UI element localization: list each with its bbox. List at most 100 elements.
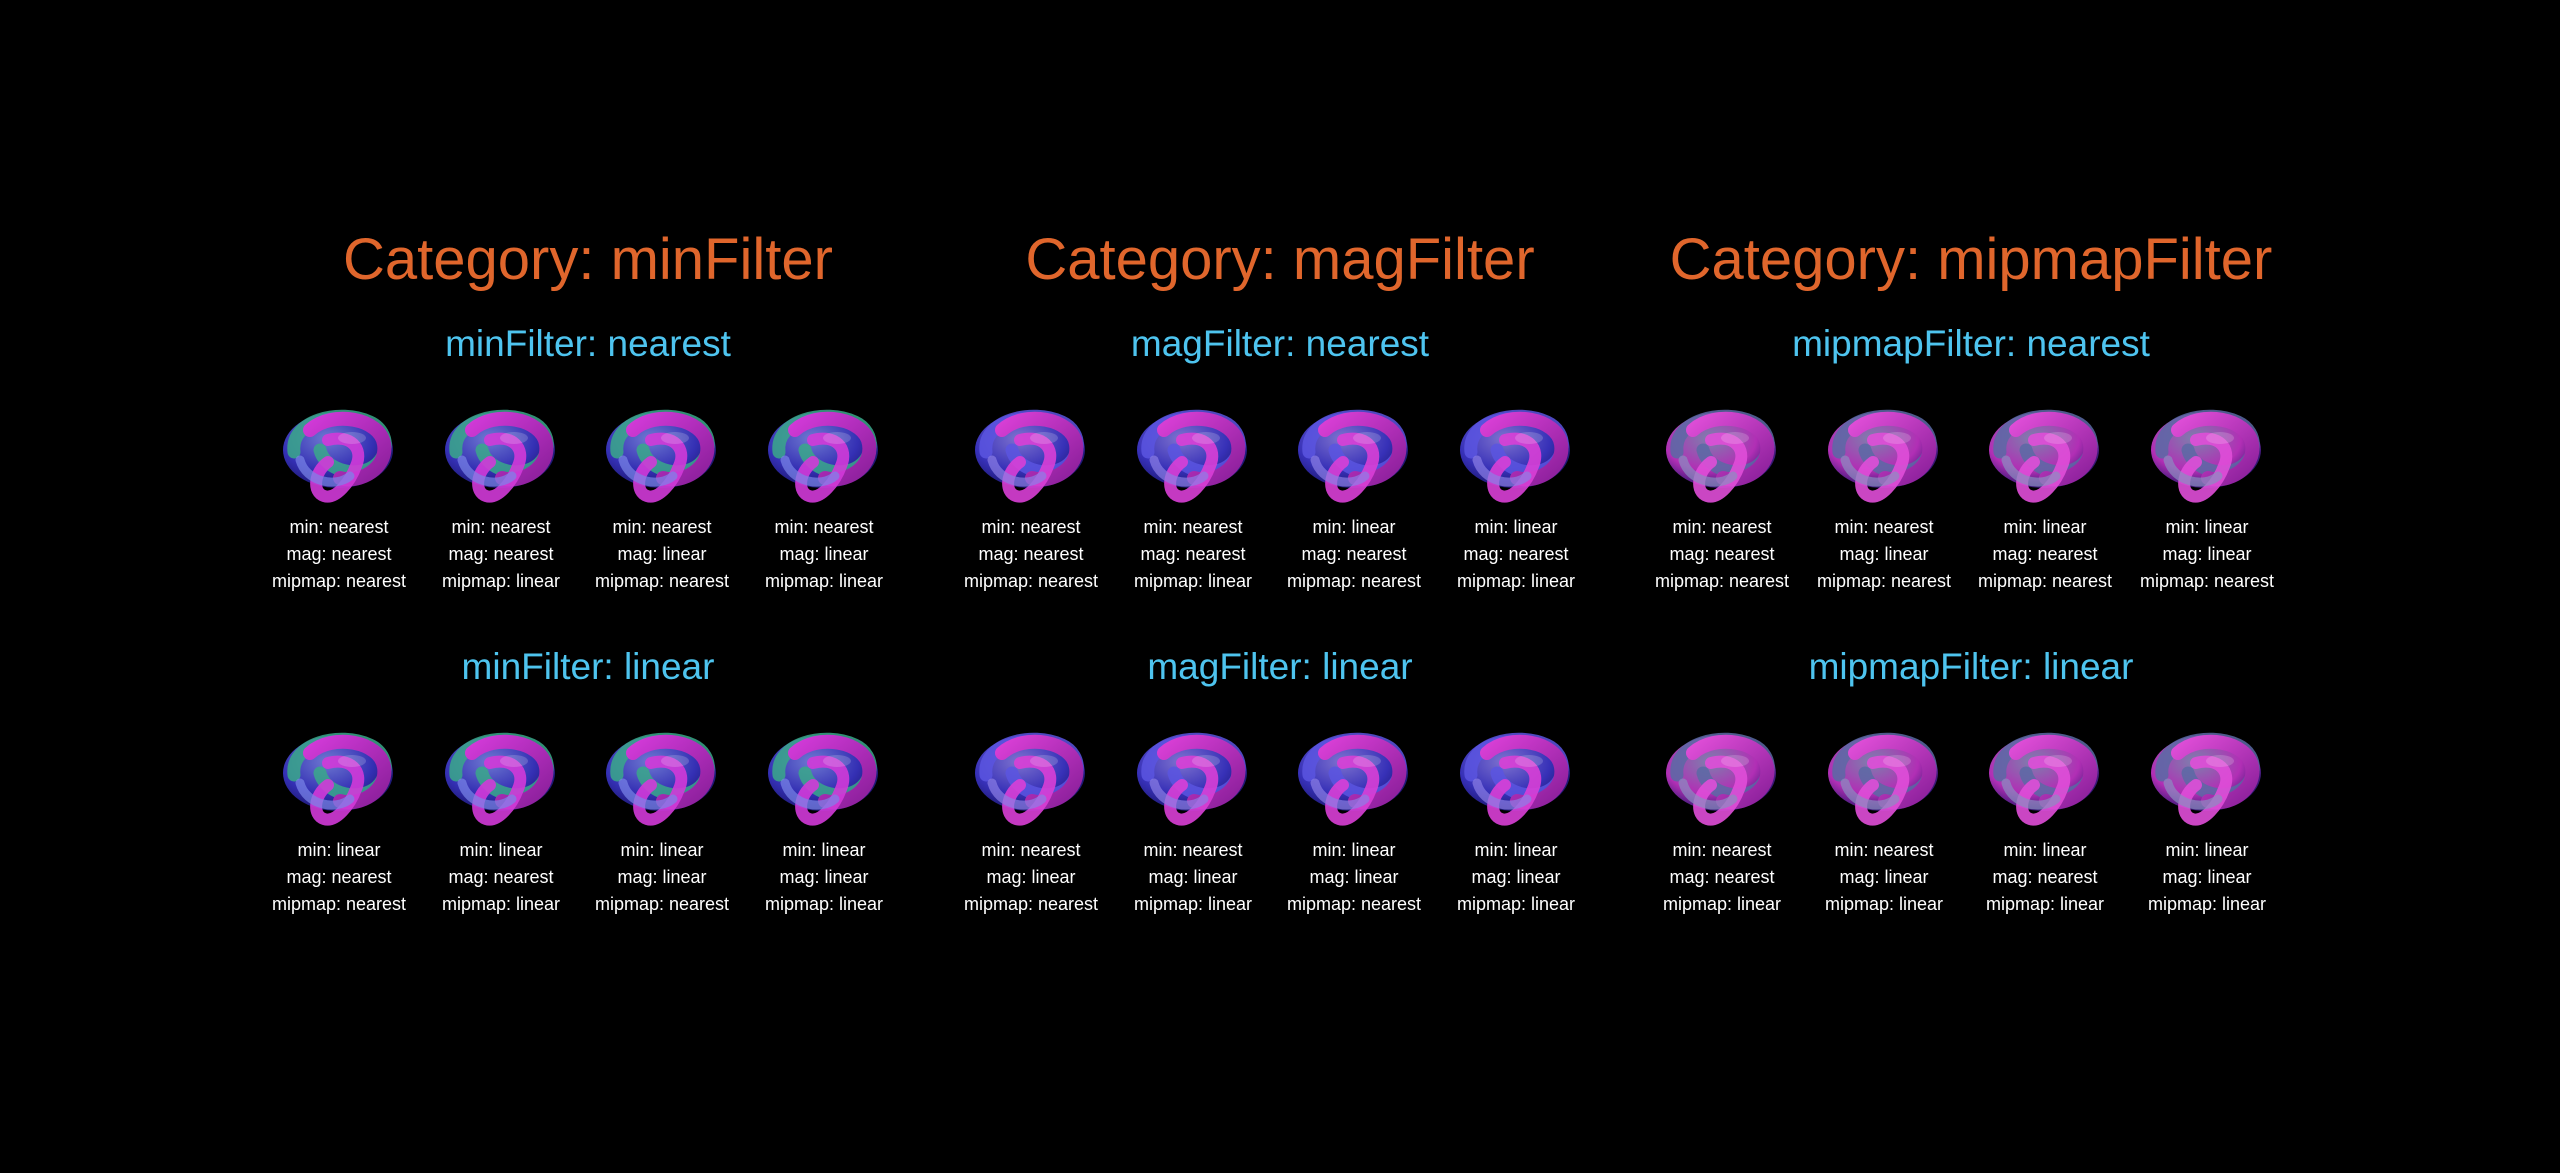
torus-knot-render — [603, 723, 721, 833]
filter-settings-label: min: nearest mag: nearest mipmap: nearest — [258, 514, 420, 595]
filter-settings-label: min: linear mag: linear mipmap: linear — [1435, 837, 1597, 918]
mipmap-filter-label: mipmap: linear — [764, 571, 884, 591]
min-filter-label: min: linear — [1312, 840, 1396, 860]
sample-cell: min: nearest mag: linear mipmap: nearest — [1803, 400, 1965, 600]
torus-knot-render — [1295, 400, 1413, 510]
mipmap-filter-label: mipmap: linear — [1456, 894, 1576, 914]
mag-filter-label: mag: nearest — [448, 867, 554, 887]
mipmap-filter-label: mipmap: nearest — [271, 894, 407, 914]
mipmap-filter-label: mipmap: nearest — [963, 571, 1099, 591]
group-title: mipmapFilter: linear — [1808, 646, 2134, 687]
filter-settings-label: min: linear mag: nearest mipmap: linear — [420, 837, 582, 918]
mag-filter-label: mag: nearest — [1301, 544, 1407, 564]
mag-filter-label: mag: linear — [779, 867, 869, 887]
sample-cell: min: nearest mag: nearest mipmap: linear — [420, 400, 582, 600]
mag-filter-label: mag: linear — [2162, 867, 2252, 887]
min-filter-label: min: nearest — [981, 840, 1081, 860]
min-filter-label: min: nearest — [612, 517, 712, 537]
group-title: minFilter: linear — [461, 646, 715, 687]
filter-settings-label: min: nearest mag: linear mipmap: nearest — [581, 514, 743, 595]
mag-filter-label: mag: linear — [1471, 867, 1561, 887]
min-filter-label: min: linear — [1474, 840, 1558, 860]
mag-filter-label: mag: linear — [986, 867, 1076, 887]
min-filter-label: min: nearest — [774, 517, 874, 537]
torus-knot-render — [1457, 723, 1575, 833]
min-filter-label: min: linear — [2003, 517, 2087, 537]
torus-knot-render — [765, 400, 883, 510]
mag-filter-label: mag: linear — [779, 544, 869, 564]
sample-cell: min: nearest mag: nearest mipmap: linear — [1112, 400, 1274, 600]
filter-settings-label: min: linear mag: linear mipmap: nearest — [581, 837, 743, 918]
sample-cell: min: nearest mag: nearest mipmap: nearest — [1641, 400, 1803, 600]
min-filter-label: min: nearest — [1672, 517, 1772, 537]
filter-group: minFilter: nearest min: nearest mag: neare… — [258, 322, 918, 642]
sample-cell: min: linear mag: nearest mipmap: linear — [420, 723, 582, 923]
mag-filter-label: mag: linear — [2162, 544, 2252, 564]
torus-knot-render — [765, 723, 883, 833]
min-filter-label: min: nearest — [1143, 517, 1243, 537]
mipmap-filter-label: mipmap: linear — [1662, 894, 1782, 914]
filter-group: minFilter: linear min: linear mag: nearest… — [258, 645, 918, 965]
torus-knot-render — [1295, 723, 1413, 833]
filter-settings-label: min: linear mag: nearest mipmap: linear — [1435, 514, 1597, 595]
filter-group: mipmapFilter: nearest min: nearest mag: ne… — [1641, 322, 2301, 642]
torus-knot-render — [1457, 400, 1575, 510]
mag-filter-label: mag: linear — [617, 867, 707, 887]
sample-cell: min: nearest mag: linear mipmap: linear — [1112, 723, 1274, 923]
filter-settings-label: min: nearest mag: linear mipmap: linear — [1112, 837, 1274, 918]
min-filter-label: min: nearest — [451, 517, 551, 537]
mipmap-filter-label: mipmap: nearest — [594, 894, 730, 914]
min-filter-label: min: nearest — [1834, 517, 1934, 537]
mipmap-filter-label: mipmap: linear — [1133, 571, 1253, 591]
filter-settings-label: min: nearest mag: nearest mipmap: linear — [1112, 514, 1274, 595]
min-filter-label: min: linear — [782, 840, 866, 860]
mag-filter-label: mag: nearest — [448, 544, 554, 564]
filter-settings-label: min: linear mag: nearest mipmap: nearest — [1964, 514, 2126, 595]
min-filter-label: min: nearest — [1834, 840, 1934, 860]
mipmap-filter-label: mipmap: linear — [441, 571, 561, 591]
sample-cell: min: linear mag: nearest mipmap: nearest — [1273, 400, 1435, 600]
mipmap-filter-label: mipmap: linear — [1824, 894, 1944, 914]
min-filter-label: min: nearest — [1143, 840, 1243, 860]
category-title: Category: magFilter — [1025, 227, 1535, 292]
filter-settings-label: min: nearest mag: linear mipmap: nearest — [1803, 514, 1965, 595]
filter-settings-label: min: nearest mag: nearest mipmap: nearest — [950, 514, 1112, 595]
filter-group: mipmapFilter: linear min: nearest mag: nea… — [1641, 645, 2301, 965]
mag-filter-label: mag: nearest — [1669, 867, 1775, 887]
torus-knot-render — [1134, 723, 1252, 833]
filter-settings-label: min: linear mag: linear mipmap: linear — [743, 837, 905, 918]
mipmap-filter-label: mipmap: nearest — [1977, 571, 2113, 591]
torus-knot-render — [1986, 400, 2104, 510]
mipmap-filter-label: mipmap: linear — [764, 894, 884, 914]
mipmap-filter-label: mipmap: nearest — [1816, 571, 1952, 591]
mag-filter-label: mag: nearest — [1463, 544, 1569, 564]
filter-settings-label: min: nearest mag: nearest mipmap: linear — [1641, 837, 1803, 918]
mag-filter-label: mag: nearest — [286, 544, 392, 564]
sample-cell: min: linear mag: linear mipmap: nearest — [581, 723, 743, 923]
torus-knot-render — [280, 400, 398, 510]
filter-settings-label: min: nearest mag: linear mipmap: linear — [743, 514, 905, 595]
sample-cell: min: nearest mag: linear mipmap: nearest — [950, 723, 1112, 923]
sample-cell: min: linear mag: nearest mipmap: linear — [1964, 723, 2126, 923]
mag-filter-label: mag: nearest — [286, 867, 392, 887]
torus-knot-render — [1825, 400, 1943, 510]
sample-cell: min: linear mag: linear mipmap: nearest — [1273, 723, 1435, 923]
min-filter-label: min: linear — [620, 840, 704, 860]
mipmap-filter-label: mipmap: linear — [441, 894, 561, 914]
sample-cell: min: nearest mag: linear mipmap: linear — [1803, 723, 1965, 923]
sample-cell: min: nearest mag: linear mipmap: linear — [743, 400, 905, 600]
torus-knot-render — [1134, 400, 1252, 510]
mipmap-filter-label: mipmap: linear — [1133, 894, 1253, 914]
torus-knot-render — [1663, 400, 1781, 510]
torus-knot-render — [1825, 723, 1943, 833]
mipmap-filter-label: mipmap: nearest — [1286, 894, 1422, 914]
min-filter-label: min: linear — [2003, 840, 2087, 860]
torus-knot-render — [972, 723, 1090, 833]
mag-filter-label: mag: linear — [1839, 867, 1929, 887]
torus-knot-render — [442, 723, 560, 833]
mag-filter-label: mag: nearest — [1140, 544, 1246, 564]
sample-cell: min: linear mag: linear mipmap: linear — [743, 723, 905, 923]
torus-knot-render — [280, 723, 398, 833]
sample-cell: min: nearest mag: nearest mipmap: linear — [1641, 723, 1803, 923]
